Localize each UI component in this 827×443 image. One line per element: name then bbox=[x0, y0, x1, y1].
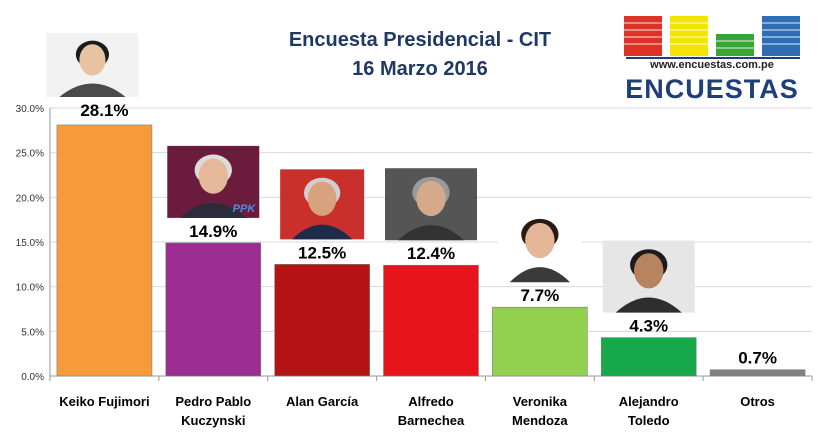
y-tick-label: 0.0% bbox=[21, 372, 44, 383]
data-label: 0.7% bbox=[738, 349, 777, 368]
bar bbox=[600, 337, 697, 377]
category-label: Alfredo bbox=[408, 394, 454, 409]
bar bbox=[709, 369, 806, 377]
bar bbox=[56, 124, 153, 377]
y-tick-label: 20.0% bbox=[16, 193, 44, 204]
candidate-photo bbox=[46, 33, 139, 97]
data-label: 12.4% bbox=[407, 244, 455, 263]
encuestas-logo: www.encuestas.com.pe ENCUESTAS bbox=[624, 16, 800, 104]
candidate-photo bbox=[280, 169, 365, 240]
category-label: Alan García bbox=[286, 394, 359, 409]
y-tick-label: 5.0% bbox=[21, 327, 44, 338]
data-label: 4.3% bbox=[629, 317, 668, 336]
logo-wordmark: ENCUESTAS bbox=[625, 74, 799, 104]
logo-block bbox=[716, 34, 754, 56]
logo-block bbox=[624, 16, 662, 56]
chart-title-line1: Encuesta Presidencial - CIT bbox=[289, 29, 551, 51]
category-label: Barnechea bbox=[398, 413, 465, 428]
bars bbox=[56, 124, 806, 377]
logo-url: www.encuestas.com.pe bbox=[649, 59, 774, 71]
category-label: Alejandro bbox=[619, 394, 679, 409]
category-label: Pedro Pablo bbox=[175, 394, 251, 409]
category-label: Veronika bbox=[513, 394, 568, 409]
candidate-photo: PPK bbox=[167, 145, 260, 218]
bar bbox=[383, 264, 479, 377]
data-label: 7.7% bbox=[520, 286, 559, 305]
logo-blocks bbox=[624, 16, 800, 59]
y-tick-label: 25.0% bbox=[16, 149, 44, 160]
candidate-photos: PPK bbox=[46, 33, 695, 313]
ppk-badge: PPK bbox=[233, 203, 257, 215]
category-label: Mendoza bbox=[512, 413, 568, 428]
y-tick-label: 15.0% bbox=[16, 238, 44, 249]
logo-block bbox=[762, 16, 800, 56]
candidate-photo bbox=[385, 168, 477, 241]
bar bbox=[274, 264, 370, 377]
bar bbox=[165, 242, 262, 377]
y-tick-label: 30.0% bbox=[16, 104, 44, 115]
data-label: 12.5% bbox=[298, 243, 346, 262]
bar bbox=[492, 306, 588, 377]
category-label: Toledo bbox=[628, 413, 670, 428]
candidate-photo bbox=[497, 210, 582, 283]
data-label: 28.1% bbox=[80, 101, 128, 120]
category-label: Keiko Fujimori bbox=[59, 394, 149, 409]
chart-title-line2: 16 Marzo 2016 bbox=[352, 58, 488, 80]
candidate-photo bbox=[602, 240, 695, 313]
y-tick-label: 10.0% bbox=[16, 283, 44, 294]
data-label: 14.9% bbox=[189, 222, 237, 241]
labels: 0.0% 5.0% 10.0% 15.0% 20.0% 25.0% 30.0% 28.1% Ke… bbox=[16, 101, 777, 428]
category-label: Otros bbox=[740, 394, 775, 409]
logo-block bbox=[670, 16, 708, 56]
category-label: Kuczynski bbox=[181, 413, 245, 428]
